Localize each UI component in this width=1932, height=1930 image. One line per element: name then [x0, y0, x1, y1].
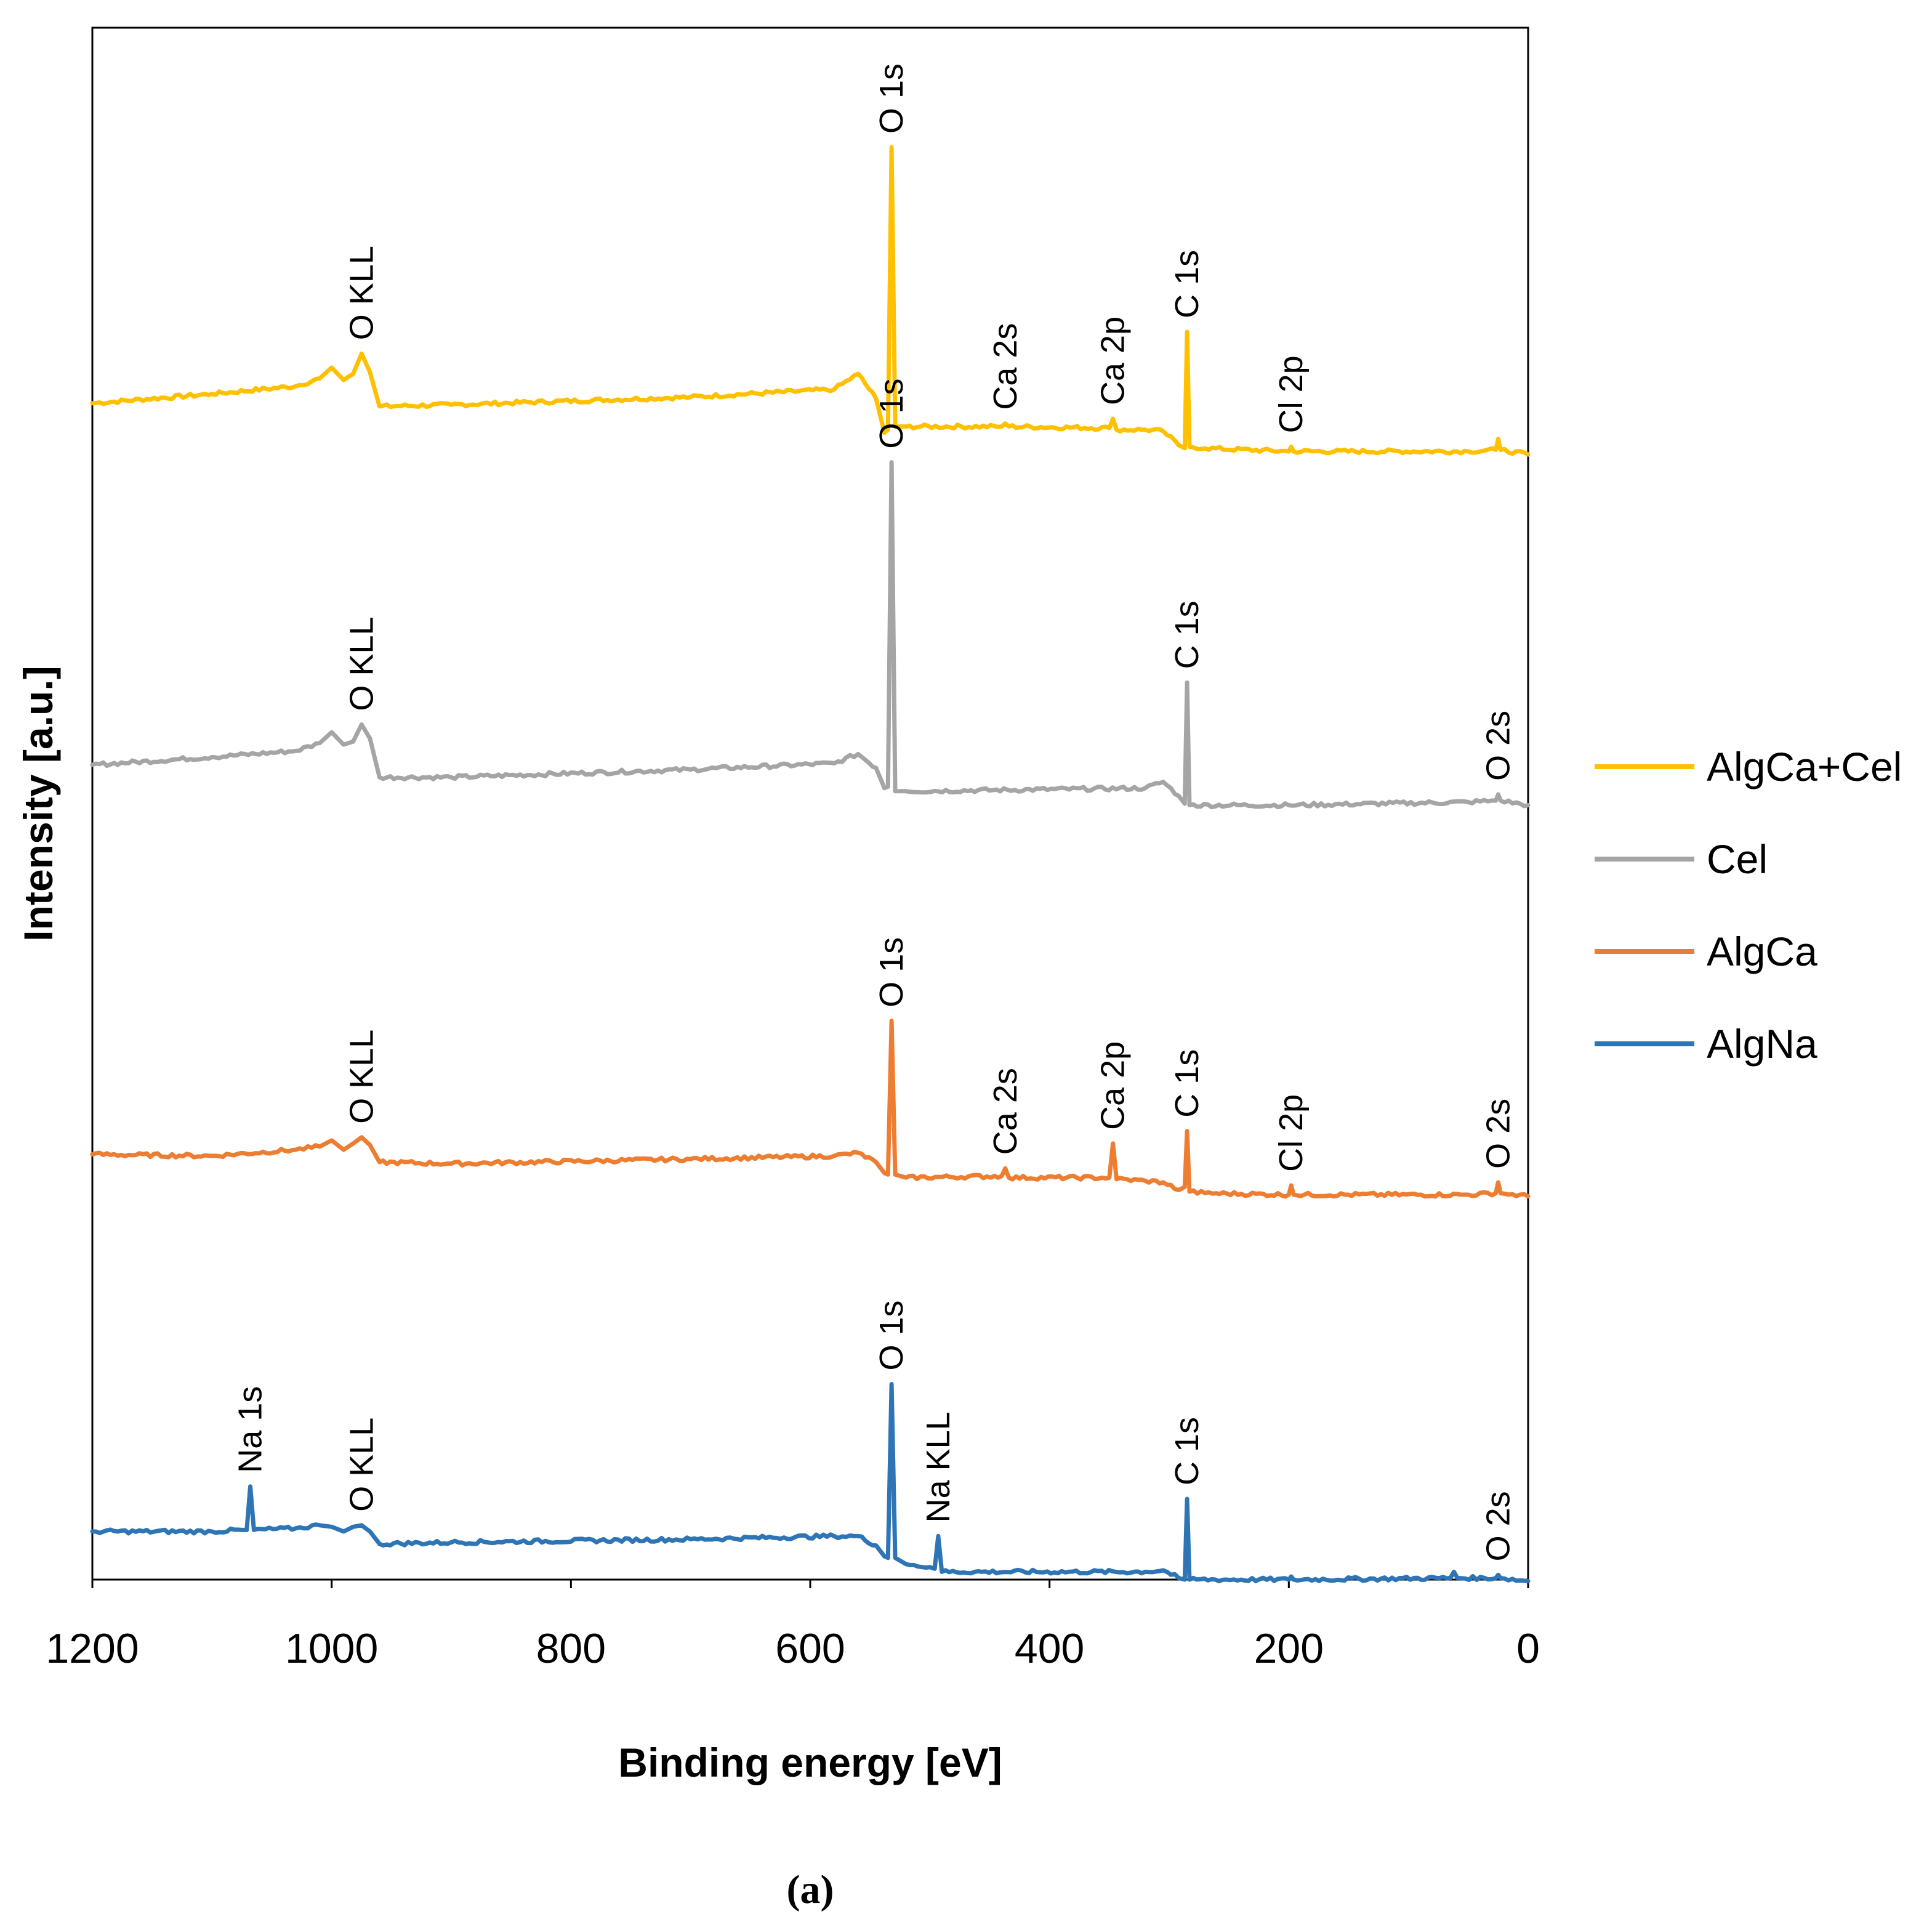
peak-label: Na KLL — [920, 1411, 957, 1522]
peak-label: O KLL — [343, 1418, 380, 1512]
peak-label: O 1s — [873, 63, 910, 134]
peak-label: O KLL — [343, 616, 380, 711]
peak-label: O 1s — [873, 1300, 910, 1370]
x-tick-label: 600 — [775, 1625, 845, 1672]
x-tick-label: 400 — [1015, 1625, 1084, 1672]
peak-label: O KLL — [343, 1030, 380, 1124]
peak-label: O 1s — [873, 379, 910, 449]
x-tick-label: 0 — [1516, 1625, 1540, 1672]
series-line-algna — [90, 1382, 1531, 1583]
peak-label: C 1s — [1169, 1417, 1205, 1485]
figure-caption: (a) — [787, 1867, 834, 1912]
peak-labels: O KLL O 1s Ca 2s Ca 2p C 1s Cl 2p O KLL O 1s C 1… — [232, 63, 1517, 1561]
series-lines — [90, 145, 1531, 1583]
x-tick-label: 1000 — [285, 1625, 378, 1672]
series-line-cel — [90, 460, 1531, 810]
peak-label: O KLL — [343, 246, 380, 340]
legend-label: AlgCa — [1707, 929, 1817, 974]
peak-label: Ca 2p — [1095, 1041, 1132, 1130]
legend-label: AlgCa+Cel — [1707, 744, 1902, 789]
peak-label: O 2s — [1479, 711, 1516, 781]
peak-label: C 1s — [1169, 250, 1205, 318]
peak-label: C 1s — [1169, 1049, 1205, 1118]
peak-label: Cl 2p — [1273, 1094, 1310, 1172]
x-tick-label: 1200 — [46, 1625, 139, 1672]
y-axis-title: Intensity [a.u.] — [15, 666, 61, 941]
peak-label: O 1s — [873, 937, 910, 1007]
x-axis: 1200 1000 800 600 400 200 0 — [46, 1580, 1540, 1672]
peak-label: Cl 2p — [1273, 355, 1310, 433]
legend-label: Cel — [1707, 836, 1768, 882]
series-line-algca — [90, 1019, 1531, 1199]
peak-label: Na 1s — [232, 1386, 269, 1473]
peak-label: Ca 2p — [1095, 317, 1132, 405]
x-tick-label: 200 — [1254, 1625, 1324, 1672]
x-axis-title: Binding energy [eV] — [618, 1740, 1002, 1785]
series-line-algca-cel — [90, 145, 1531, 457]
legend-label: AlgNa — [1707, 1021, 1817, 1067]
legend: AlgCa+Cel Cel AlgCa AlgNa — [1595, 744, 1902, 1067]
peak-label: O 2s — [1479, 1099, 1516, 1169]
peak-label: Ca 2s — [987, 1068, 1024, 1155]
x-tick-label: 800 — [536, 1625, 606, 1672]
peak-label: C 1s — [1169, 600, 1205, 669]
peak-label: O 2s — [1479, 1491, 1516, 1561]
peak-label: Ca 2s — [987, 323, 1024, 410]
